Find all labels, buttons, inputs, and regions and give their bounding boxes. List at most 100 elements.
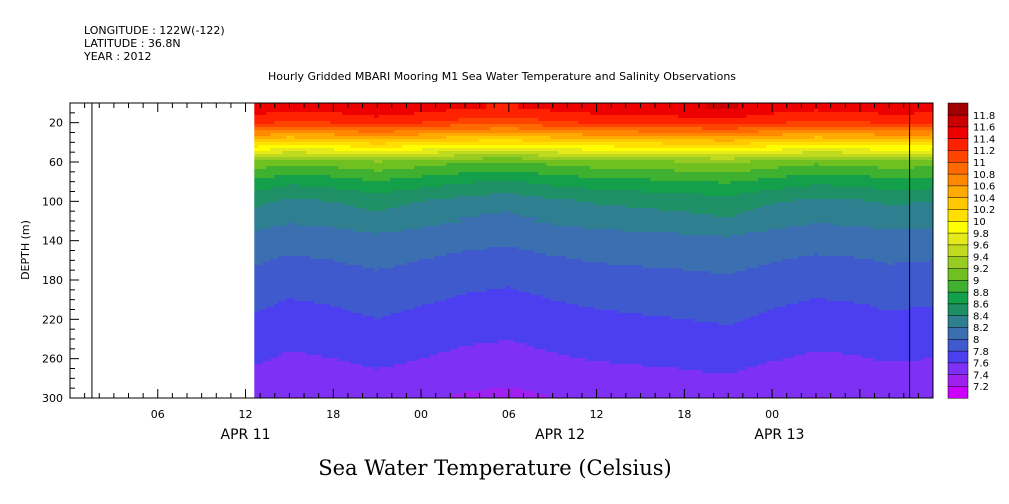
heatmap-cell [274,283,279,287]
heatmap-cell [346,331,351,335]
heatmap-cell [266,394,271,398]
heatmap-cell [326,340,331,344]
heatmap-cell [374,349,379,353]
heatmap-cell [402,265,407,269]
heatmap-cell [446,256,451,260]
heatmap-cell [298,190,303,194]
heatmap-cell [258,349,263,353]
heatmap-cell [406,298,411,302]
heatmap-cell [450,109,455,113]
heatmap-cell [426,154,431,158]
heatmap-cell [262,307,267,311]
heatmap-cell [294,331,299,335]
heatmap-cell [338,232,343,236]
heatmap-cell [350,382,355,386]
heatmap-cell [446,283,451,287]
heatmap-cell [446,208,451,212]
heatmap-cell [362,316,367,320]
heatmap-cell [262,169,267,173]
heatmap-cell [442,361,447,365]
heatmap-cell [358,382,363,386]
heatmap-cell [406,169,411,173]
heatmap-cell [310,244,315,248]
heatmap-cell [426,364,431,368]
heatmap-cell [386,151,391,155]
heatmap-cell [298,160,303,164]
heatmap-cell [394,184,399,188]
heatmap-cell [282,340,287,344]
heatmap-cell [438,193,443,197]
heatmap-cell [414,184,419,188]
heatmap-cell [310,295,315,299]
heatmap-cell [278,364,283,368]
heatmap-cell [286,151,291,155]
heatmap-cell [262,343,267,347]
heatmap-cell [390,166,395,170]
heatmap-cell [294,313,299,317]
heatmap-cell [274,202,279,206]
heatmap-cell [426,277,431,281]
heatmap-cell [422,103,427,107]
heatmap-cell [290,154,295,158]
heatmap-cell [314,106,319,110]
heatmap-cell [398,250,403,254]
heatmap-cell [342,172,347,176]
heatmap-cell [398,382,403,386]
heatmap-cell [406,109,411,113]
heatmap-cell [266,298,271,302]
heatmap-cell [370,232,375,236]
heatmap-cell [366,160,371,164]
heatmap-cell [282,133,287,137]
heatmap-cell [282,268,287,272]
heatmap-cell [370,229,375,233]
heatmap-cell [262,340,267,344]
heatmap-cell [258,268,263,272]
heatmap-cell [338,298,343,302]
heatmap-cell [294,382,299,386]
heatmap-cell [342,382,347,386]
heatmap-cell [326,361,331,365]
heatmap-cell [350,301,355,305]
heatmap-cell [326,154,331,158]
heatmap-cell [366,337,371,341]
heatmap-cell [274,325,279,329]
heatmap-cell [370,160,375,164]
heatmap-cell [422,241,427,245]
heatmap-cell [282,184,287,188]
heatmap-cell [434,274,439,278]
heatmap-cell [326,115,331,119]
heatmap-cell [258,124,263,128]
heatmap-cell [346,382,351,386]
heatmap-cell [278,316,283,320]
heatmap-cell [370,133,375,137]
heatmap-cell [394,325,399,329]
heatmap-cell [346,304,351,308]
heatmap-cell [378,391,383,395]
heatmap-cell [374,223,379,227]
heatmap-cell [262,328,267,332]
heatmap-cell [334,115,339,119]
heatmap-cell [318,280,323,284]
heatmap-cell [346,157,351,161]
heatmap-cell [262,253,267,257]
heatmap-cell [342,268,347,272]
heatmap-cell [430,259,435,263]
heatmap-cell [286,127,291,131]
heatmap-cell [298,274,303,278]
heatmap-cell [326,184,331,188]
heatmap-cell [438,139,443,143]
heatmap-cell [422,193,427,197]
heatmap-cell [442,394,447,398]
heatmap-cell [338,340,343,344]
heatmap-cell [370,136,375,140]
heatmap-cell [258,211,263,215]
heatmap-cell [298,205,303,209]
heatmap-cell [334,250,339,254]
heatmap-cell [342,115,347,119]
heatmap-cell [366,313,371,317]
heatmap-cell [298,268,303,272]
heatmap-cell [338,121,343,125]
heatmap-cell [290,352,295,356]
heatmap-cell [318,292,323,296]
heatmap-cell [302,322,307,326]
